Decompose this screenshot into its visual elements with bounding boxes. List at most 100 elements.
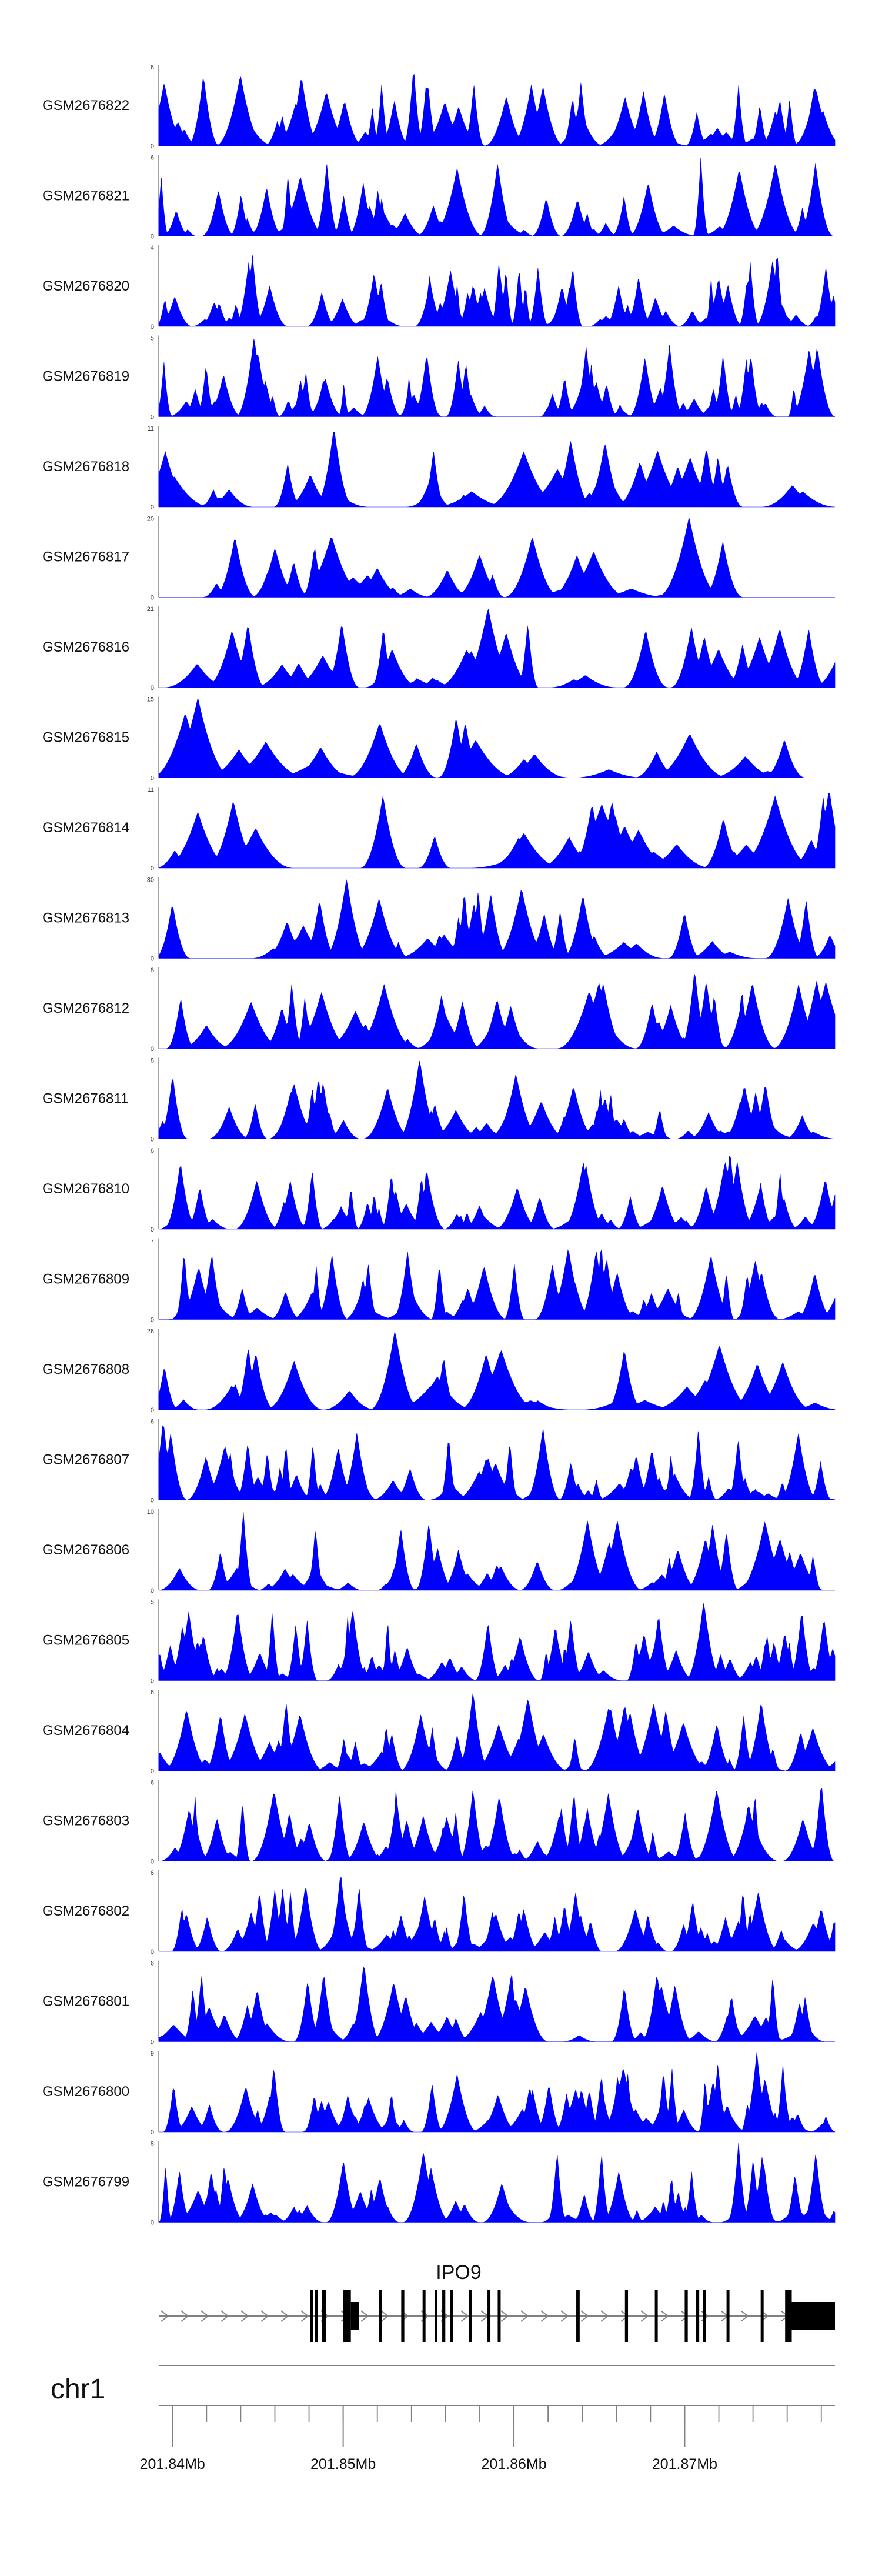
gene-exon xyxy=(450,2290,453,2342)
coverage-area xyxy=(158,1967,835,2042)
track-GSM2676799: GSM2676799 8 0 xyxy=(42,2141,836,2227)
track-label: GSM2676815 xyxy=(42,730,129,746)
genome-axis: chr1 201.84Mb 201.85Mb 201.86Mb 201.87Mb xyxy=(51,2365,835,2472)
track-ymax-label: 6 xyxy=(151,1689,154,1696)
track-GSM2676809: GSM2676809 7 0 xyxy=(42,1238,836,1324)
track-ymin-label: 0 xyxy=(151,233,154,241)
gene-exon xyxy=(696,2290,700,2342)
gene-exon xyxy=(654,2290,658,2342)
track-label: GSM2676822 xyxy=(42,98,129,114)
coverage-area xyxy=(159,2052,836,2133)
track-ymax-label: 10 xyxy=(147,1509,154,1516)
track-GSM2676804: GSM2676804 6 0 xyxy=(42,1689,836,1775)
track-ymax-label: 6 xyxy=(151,155,154,162)
gene-exon xyxy=(379,2290,382,2342)
track-GSM2676820: GSM2676820 4 0 xyxy=(42,245,836,331)
gene-exon xyxy=(401,2290,405,2342)
track-GSM2676821: GSM2676821 6 0 xyxy=(42,155,835,241)
track-ymin-label: 0 xyxy=(151,1587,154,1594)
track-label: GSM2676807 xyxy=(42,1452,129,1468)
track-label: GSM2676818 xyxy=(42,459,129,475)
coverage-area xyxy=(158,1060,836,1139)
track-GSM2676806: GSM2676806 10 0 xyxy=(42,1509,835,1594)
coverage-area xyxy=(158,1332,836,1410)
coverage-area xyxy=(159,973,836,1049)
coverage-area xyxy=(158,879,836,959)
track-GSM2676814: GSM2676814 11 0 xyxy=(42,786,836,872)
track-label: GSM2676809 xyxy=(42,1272,129,1287)
gene-exon xyxy=(322,2290,326,2342)
coverage-area xyxy=(158,698,835,778)
track-GSM2676808: GSM2676808 26 0 xyxy=(42,1328,836,1414)
track-ymax-label: 20 xyxy=(147,516,154,523)
gene-exon xyxy=(624,2290,629,2342)
track-ymin-label: 0 xyxy=(151,1858,154,1866)
track-label: GSM2676814 xyxy=(42,820,129,836)
track-label: GSM2676804 xyxy=(42,1723,129,1739)
coverage-area xyxy=(159,608,836,688)
track-ymax-label: 6 xyxy=(151,1780,154,1787)
gene-exon xyxy=(343,2290,351,2342)
coverage-area xyxy=(159,1876,836,1952)
strand-arrow xyxy=(680,2310,689,2322)
track-GSM2676800: GSM2676800 9 0 xyxy=(42,2050,836,2136)
track-ymin-label: 0 xyxy=(151,1317,154,1324)
coverage-area xyxy=(159,1249,836,1320)
track-label: GSM2676802 xyxy=(42,1903,129,1919)
coverage-area xyxy=(158,74,836,146)
coverage-area xyxy=(158,1512,835,1591)
track-GSM2676818: GSM2676818 11 0 xyxy=(42,425,836,511)
track-ymax-label: 4 xyxy=(151,245,154,252)
track-ymin-label: 0 xyxy=(151,143,154,150)
strand-arrow xyxy=(240,2310,249,2322)
coverage-area xyxy=(158,255,836,327)
track-ymax-label: 5 xyxy=(151,1599,154,1606)
strand-arrow xyxy=(540,2310,549,2322)
coverage-area xyxy=(158,2143,836,2223)
gene-exon xyxy=(310,2290,313,2342)
track-ymin-label: 0 xyxy=(151,1046,154,1053)
track-GSM2676807: GSM2676807 6 0 xyxy=(42,1419,836,1504)
gene-exon xyxy=(487,2290,491,2342)
strand-arrow xyxy=(580,2310,589,2322)
track-ymin-label: 0 xyxy=(151,323,154,331)
gene-exon xyxy=(469,2290,472,2342)
track-ymin-label: 0 xyxy=(151,2220,154,2227)
track-ymin-label: 0 xyxy=(151,595,154,602)
axis-ticks: 201.84Mb 201.85Mb 201.86Mb 201.87Mb xyxy=(140,2405,822,2472)
coverage-area xyxy=(158,1425,836,1500)
coverage-area xyxy=(158,792,836,869)
gene-exon xyxy=(726,2290,730,2342)
axis-tick-label: 201.86Mb xyxy=(481,2456,546,2472)
track-ymax-label: 9 xyxy=(151,2050,154,2057)
track-GSM2676819: GSM2676819 5 0 xyxy=(42,335,836,421)
track-ymin-label: 0 xyxy=(151,1678,154,1685)
gene-exon xyxy=(684,2290,688,2342)
track-ymin-label: 0 xyxy=(151,1136,154,1143)
gene-utr-block xyxy=(790,2302,835,2330)
axis-tick-label: 201.85Mb xyxy=(310,2456,376,2472)
track-label: GSM2676820 xyxy=(42,278,129,294)
gene-exon xyxy=(703,2290,706,2342)
gene-name-label: IPO9 xyxy=(436,2261,481,2284)
track-label: GSM2676800 xyxy=(42,2084,129,2100)
track-ymin-label: 0 xyxy=(151,1226,154,1233)
strand-arrow xyxy=(600,2310,609,2322)
gene-exon xyxy=(442,2290,446,2342)
track-label: GSM2676801 xyxy=(42,1994,129,2010)
track-ymax-label: 8 xyxy=(151,1057,154,1065)
track-GSM2676815: GSM2676815 15 0 xyxy=(42,696,835,782)
strand-arrow xyxy=(460,2310,469,2322)
strand-arrow xyxy=(201,2310,209,2322)
gene-exon xyxy=(435,2290,438,2342)
track-label: GSM2676810 xyxy=(42,1181,129,1197)
coverage-area xyxy=(158,157,835,236)
track-ymax-label: 6 xyxy=(151,64,154,71)
strand-arrow xyxy=(560,2310,569,2322)
track-GSM2676801: GSM2676801 6 0 xyxy=(42,1960,835,2046)
track-ymax-label: 15 xyxy=(147,696,154,703)
track-GSM2676812: GSM2676812 8 0 xyxy=(42,967,836,1053)
track-GSM2676811: GSM2676811 8 0 xyxy=(42,1057,836,1143)
coverage-area xyxy=(158,431,836,508)
